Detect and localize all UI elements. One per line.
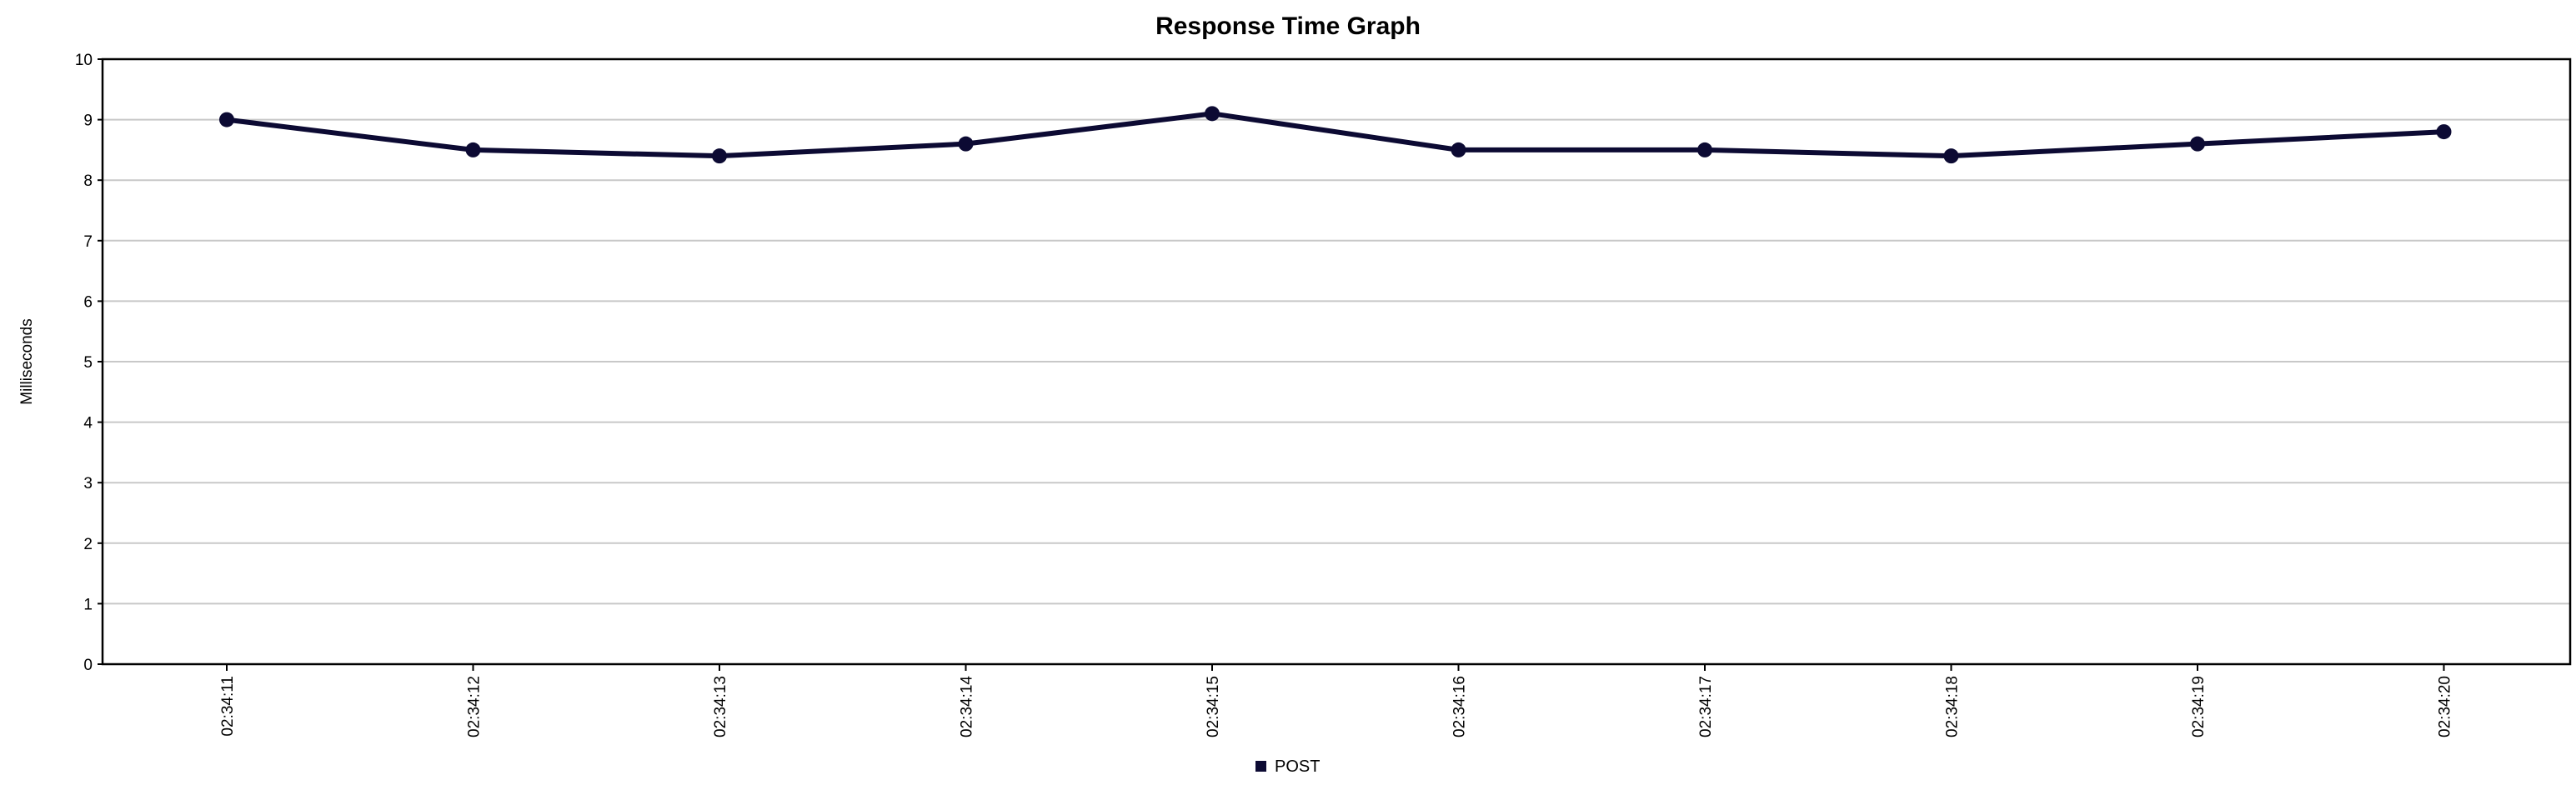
x-tick-label: 02:34:11 <box>219 676 237 737</box>
series-layer <box>219 106 2452 164</box>
y-axis-ticks: 0 1 2 3 4 5 6 7 8 9 10 <box>75 52 103 674</box>
y-tick-label: 3 <box>83 475 93 492</box>
y-tick-label: 8 <box>83 172 93 190</box>
x-tick-label: 02:34:15 <box>1205 676 1222 738</box>
data-point <box>1943 148 1959 164</box>
legend-label: POST <box>1275 758 1320 776</box>
data-point <box>712 148 727 164</box>
data-point <box>465 142 481 158</box>
y-tick-label: 10 <box>75 52 93 69</box>
y-tick-label: 9 <box>83 112 93 130</box>
y-axis-label: Milliseconds <box>18 318 36 404</box>
x-tick-label: 02:34:14 <box>959 676 976 738</box>
data-point <box>958 136 974 152</box>
y-tick-label: 7 <box>83 233 93 251</box>
data-point <box>2436 124 2452 140</box>
data-point <box>1451 142 1466 158</box>
data-point <box>219 112 234 128</box>
legend-swatch <box>1255 761 1266 772</box>
data-point <box>1205 106 1220 122</box>
y-tick-label: 6 <box>83 293 93 311</box>
x-tick-label: 02:34:17 <box>1697 676 1715 738</box>
legend: POST <box>1255 758 1320 776</box>
x-tick-label: 02:34:13 <box>712 676 729 738</box>
x-tick-label: 02:34:19 <box>2190 676 2208 738</box>
x-tick-label: 02:34:18 <box>1944 676 1962 738</box>
x-tick-label: 02:34:12 <box>466 676 484 738</box>
chart-title: Response Time Graph <box>1155 12 1421 40</box>
x-axis-ticks: 02:34:11 02:34:12 02:34:13 02:34:14 02:34:15… <box>219 664 2454 738</box>
y-tick-label: 1 <box>83 596 93 613</box>
x-tick-label: 02:34:20 <box>2437 676 2454 738</box>
y-tick-label: 0 <box>83 657 93 674</box>
series-line <box>224 111 2447 159</box>
plot-frame <box>101 58 2572 666</box>
x-tick-label: 02:34:16 <box>1451 676 1469 738</box>
y-tick-label: 5 <box>83 354 93 372</box>
y-tick-label: 4 <box>83 415 93 432</box>
data-point <box>1697 142 1712 158</box>
data-point <box>2190 136 2205 152</box>
y-tick-label: 2 <box>83 536 93 553</box>
grid-lines <box>103 118 2570 605</box>
